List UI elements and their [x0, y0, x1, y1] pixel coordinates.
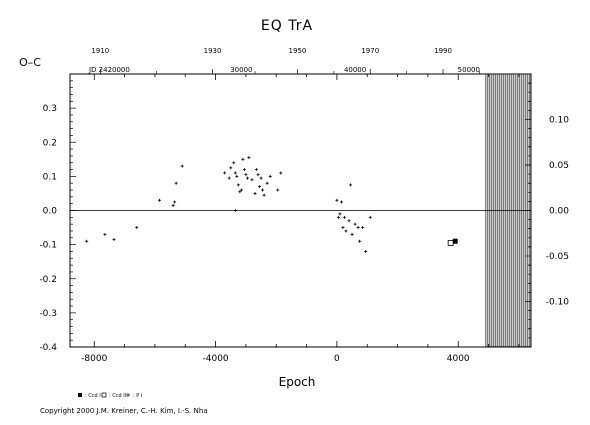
y-tick-label: -0.4: [39, 343, 57, 353]
legend-label: : P I: [133, 393, 142, 399]
point-pi: [112, 238, 116, 242]
legend-open-square: [101, 392, 107, 398]
point-pi: [236, 183, 240, 187]
point-pi: [135, 226, 139, 230]
tick-labels: -8000 -4000 0 4000 -0.4 -0.3 -0.2 -0.1 0.0 0.1 0.2…: [39, 47, 569, 364]
point-pi: [239, 188, 243, 192]
jd-tick-label: 40000: [344, 66, 366, 74]
point-pi: [349, 183, 353, 187]
point-pi: [338, 212, 342, 216]
point-pi: [174, 181, 178, 185]
point-pi: [171, 203, 175, 207]
legend-filled-square: [78, 393, 82, 397]
point-ccd-ii: [447, 240, 454, 246]
right-tick-label: -0.05: [546, 252, 569, 262]
point-pi: [262, 193, 266, 197]
y-tick-label: -0.3: [39, 309, 57, 319]
point-pi: [258, 185, 262, 189]
point-pi: [256, 173, 260, 177]
year-tick-label: 1910: [91, 47, 109, 55]
point-pi: [253, 191, 257, 195]
year-tick-label: 1950: [289, 47, 307, 55]
year-tick-label: 1930: [204, 47, 222, 55]
point-pi: [361, 226, 365, 230]
x-tick-label: 4000: [447, 354, 470, 364]
point-pi: [247, 156, 251, 160]
y-tick-label: 0.0: [43, 207, 58, 217]
year-tick-label: 1970: [361, 47, 379, 55]
y-tick-label: 0.3: [43, 104, 57, 114]
chart-title: EQ TrA: [261, 18, 313, 34]
point-pi: [368, 215, 372, 219]
y-tick-label: -0.2: [39, 275, 57, 285]
data-points: [85, 156, 458, 253]
point-pi: [233, 171, 237, 175]
x-tick-label: 0: [334, 354, 340, 364]
right-tick-label: 0.05: [549, 161, 569, 171]
point-pi: [261, 188, 265, 192]
right-tick-label: -0.10: [546, 298, 570, 308]
point-pi: [356, 226, 360, 230]
x-tick-label: -8000: [81, 354, 107, 364]
point-pi: [336, 215, 340, 219]
point-pi: [259, 176, 263, 180]
plot-frame: [69, 73, 532, 348]
y-tick-label: 0.1: [43, 172, 57, 182]
jd-tick-label: JD 2420000: [88, 66, 130, 74]
point-pi: [250, 178, 254, 182]
x-axis-label: Epoch: [279, 375, 316, 389]
point-pi: [223, 171, 227, 175]
point-pi: [341, 226, 345, 230]
point-pi: [255, 168, 259, 172]
x-tick-label: -4000: [203, 354, 229, 364]
legend-label: : Ccd II: [109, 393, 126, 399]
point-pi: [173, 200, 177, 204]
point-pi: [265, 181, 269, 185]
point-pi: [268, 174, 272, 178]
point-pi: [233, 209, 237, 212]
point-pi: [335, 198, 339, 202]
copyright-note: Copyright 2000 J.M. Kreiner, C.-H. Kim, …: [40, 407, 208, 415]
jd-tick-label: 30000: [230, 66, 252, 74]
point-pi: [244, 173, 248, 177]
year-tick-label: 1990: [434, 47, 452, 55]
point-pi: [229, 166, 233, 170]
y-axis-label: O–C: [19, 56, 41, 69]
point-pi: [85, 239, 89, 243]
axis-ticks: [70, 69, 531, 348]
point-pi: [353, 222, 357, 226]
point-pi: [241, 157, 245, 161]
right-tick-label: 0.10: [549, 116, 569, 126]
point-pi: [276, 188, 280, 192]
point-pi: [242, 168, 246, 172]
y-tick-label: -0.1: [39, 241, 57, 251]
point-pi: [103, 232, 107, 236]
point-pi: [238, 190, 242, 194]
point-pi: [245, 176, 249, 180]
point-pi: [342, 215, 346, 219]
point-pi: [347, 219, 351, 223]
point-pi: [227, 176, 231, 180]
point-pi: [157, 198, 161, 202]
point-pi: [279, 171, 283, 175]
point-pi: [180, 164, 184, 168]
y-tick-label: 0.2: [43, 138, 57, 148]
point-pi: [339, 200, 343, 204]
right-tick-label: 0.00: [549, 207, 569, 217]
point-pi: [364, 249, 368, 253]
jd-tick-label: 50000: [458, 66, 480, 74]
point-pi: [344, 229, 348, 233]
point-pi: [235, 174, 239, 178]
point-pi: [232, 161, 236, 165]
point-pi: [350, 232, 354, 236]
point-ccd-i: [452, 238, 458, 244]
legend: : Ccd I : Ccd II : P I: [78, 392, 142, 399]
legend-label: : Ccd I: [85, 393, 101, 399]
point-pi: [358, 239, 362, 243]
